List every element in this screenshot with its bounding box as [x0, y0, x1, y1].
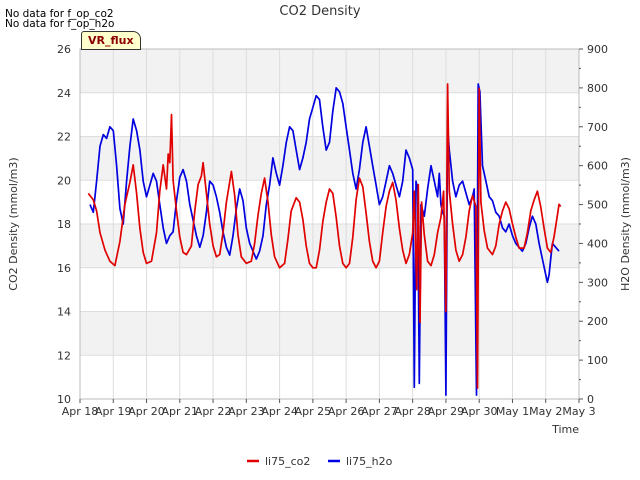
x-tick-label: May 3: [562, 405, 595, 418]
y-tick-label: 12: [57, 349, 71, 362]
y2-tick-label: 800: [587, 82, 608, 95]
x-tick-label: Apr 21: [162, 405, 199, 418]
y-tick-label: 14: [57, 306, 71, 319]
plot-background-bands: [80, 49, 579, 356]
y-tick-label: 22: [57, 131, 71, 144]
no-data-notice-co2: No data for f_op_co2: [5, 8, 114, 20]
legend-label-h2o: li75_h2o: [346, 455, 393, 468]
x-tick-label: Apr 20: [128, 405, 165, 418]
y2-tick-label: 500: [587, 199, 608, 212]
y-tick-label: 26: [57, 43, 71, 56]
plot-band: [80, 311, 579, 356]
legend-label-co2: li75_co2: [265, 455, 310, 468]
y2-tick-label: 900: [587, 43, 608, 56]
x-tick-label: May 1: [496, 405, 529, 418]
x-tick-label: Apr 29: [428, 405, 465, 418]
y-tick-label: 24: [57, 87, 71, 100]
chart-title: CO2 Density: [279, 4, 360, 19]
axis-ticks: 10 12 14 16 18 20 22 24 26 0 100 200 300 400 500 600 700…: [57, 43, 608, 418]
x-axis-label: Time: [551, 423, 579, 436]
x-tick-label: Apr 22: [195, 405, 232, 418]
series-line-li75_h2o: [89, 83, 560, 396]
x-tick-label: Apr 27: [361, 405, 398, 418]
x-tick-label: Apr 30: [461, 405, 498, 418]
x-tick-label: Apr 19: [95, 405, 132, 418]
x-tick-label: Apr 18: [62, 405, 99, 418]
y2-tick-label: 400: [587, 237, 608, 250]
y-tick-label: 20: [57, 174, 71, 187]
y2-tick-label: 600: [587, 160, 608, 173]
x-tick-label: Apr 26: [328, 405, 365, 418]
legend: li75_co2 li75_h2o: [247, 455, 393, 468]
data-lines: [87, 83, 562, 396]
plot-band: [80, 49, 579, 93]
y-tick-label: 16: [57, 262, 71, 275]
x-tick-label: Apr 24: [261, 405, 298, 418]
vr-flux-badge: VR_flux: [81, 31, 141, 50]
y-tick-label: 18: [57, 218, 71, 231]
y-tick-label: 10: [57, 393, 71, 406]
y2-tick-label: 200: [587, 315, 608, 328]
y2-axis-label: H2O Density (mmol/m3): [619, 157, 632, 291]
x-tick-label: May 2: [529, 405, 562, 418]
y2-tick-label: 0: [587, 393, 594, 406]
series-line-li75_co2: [87, 83, 562, 389]
y-axis-label: CO2 Density (mmol/m3): [7, 157, 20, 290]
y2-tick-label: 700: [587, 121, 608, 134]
x-tick-label: Apr 23: [228, 405, 265, 418]
y2-tick-label: 300: [587, 276, 608, 289]
x-tick-label: Apr 25: [295, 405, 332, 418]
no-data-notice-h2o: No data for f_op_h2o: [5, 18, 115, 30]
y2-tick-label: 100: [587, 354, 608, 367]
x-tick-label: Apr 28: [394, 405, 431, 418]
